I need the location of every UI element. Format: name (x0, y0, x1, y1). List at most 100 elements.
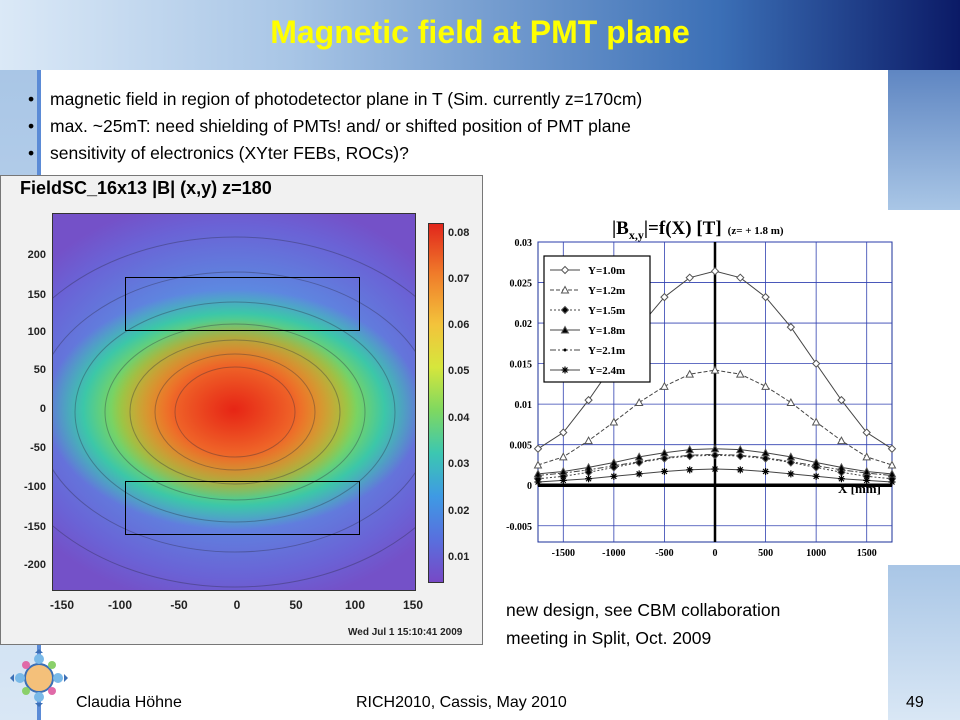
data-point (862, 428, 871, 437)
data-point (888, 478, 896, 486)
data-point (561, 366, 569, 374)
y-tick-label: 0 (527, 481, 532, 492)
data-point (584, 436, 593, 445)
colorbar-tick: 0.05 (448, 365, 470, 377)
data-point (637, 460, 641, 464)
x-tick-label: -500 (655, 548, 673, 559)
data-point (685, 273, 694, 282)
heatmap-y-tick: -200 (23, 559, 46, 571)
x-tick-label: 1500 (857, 548, 877, 559)
data-point (890, 474, 894, 478)
data-point (710, 365, 720, 374)
heatmap-x-tick: -100 (107, 598, 133, 612)
data-point (685, 445, 695, 454)
note-line: meeting in Split, Oct. 2009 (506, 628, 712, 648)
data-point (862, 452, 872, 461)
data-point (660, 448, 669, 457)
data-point (811, 463, 821, 472)
x-tick-label: 1000 (806, 548, 826, 559)
data-point (533, 460, 543, 469)
heatmap-y-tick: 100 (27, 326, 46, 338)
heatmap-y-tick: 200 (27, 249, 46, 261)
data-point (534, 478, 542, 486)
legend-label: Y=1.0m (588, 265, 625, 277)
data-point (786, 452, 796, 461)
data-point (789, 460, 793, 464)
data-point (887, 460, 897, 469)
data-point (736, 273, 745, 282)
line-chart: |Bx,y|=f(X) [T] (z= + 1.8 m) 0.030.0250.0… (506, 218, 897, 559)
data-point (735, 445, 745, 454)
note-line: new design, see CBM collaboration (506, 600, 781, 620)
data-point (686, 466, 694, 474)
line-chart-legend: Y=1.0m Y=1.2m Y=1.5m Y=1.8m Y=2.1m Y=2.4m (543, 255, 651, 383)
colorbar-tick: 0.08 (448, 227, 470, 239)
x-tick-label: 0 (713, 548, 718, 559)
data-point (536, 474, 540, 478)
y-tick-label: 0.005 (510, 441, 533, 452)
data-point (559, 476, 567, 484)
data-point (811, 417, 821, 426)
colorbar-tick: 0.07 (448, 273, 470, 285)
legend-label: Y=1.8m (588, 325, 625, 337)
data-point (761, 292, 770, 302)
colorbar-tick: 0.03 (448, 458, 470, 470)
bullet-list: magnetic field in region of photodetecto… (28, 86, 642, 167)
x-tick-label: -1500 (552, 548, 575, 559)
data-point (660, 292, 669, 302)
heatmap-x-tick: 150 (402, 598, 424, 612)
footer-author: Claudia Höhne (76, 694, 182, 711)
data-point (559, 428, 568, 437)
data-point (762, 467, 770, 475)
y-tick-label: -0.005 (506, 522, 532, 533)
series-line (537, 453, 893, 476)
data-point (560, 305, 570, 315)
heatmap-y-tick: -100 (23, 481, 46, 493)
heatmap-title: FieldSC_16x13 |B| (x,y) z=180 (20, 178, 272, 198)
data-point (839, 468, 843, 472)
cbm-logo-icon (10, 649, 68, 707)
legend-box (543, 255, 651, 383)
data-point (738, 453, 742, 457)
heatmap-date: Wed Jul 1 15:10:41 2009 (348, 627, 463, 638)
legend-label: Y=2.1m (588, 345, 625, 357)
series-Y=2.4m (534, 465, 896, 486)
design-note: new design, see CBM collaboration meetin… (506, 596, 780, 652)
data-point (711, 465, 719, 473)
heatmap-y-tick: -150 (23, 521, 46, 533)
line-chart-title: |Bx,y|=f(X) [T] (z= + 1.8 m) (612, 218, 784, 242)
data-point (713, 452, 717, 456)
bullet-item: max. ~25mT: need shielding of PMTs! and/… (28, 113, 642, 140)
y-tick-label: 0.02 (515, 319, 533, 330)
data-point (786, 322, 796, 332)
data-point (710, 266, 720, 276)
series-Y=2.1m (536, 452, 894, 478)
pmt-plane-box-top (125, 277, 360, 331)
data-point (610, 472, 618, 480)
heatmap-y-tick: 50 (33, 364, 46, 376)
line-chart-series-group (533, 266, 897, 486)
data-point (814, 464, 818, 468)
heatmap-x-tick: 100 (344, 598, 366, 612)
y-tick-label: 0.01 (515, 400, 533, 411)
colorbar-tick: 0.04 (448, 412, 470, 424)
bullet-item: magnetic field in region of photodetecto… (28, 86, 642, 113)
data-point (736, 466, 744, 474)
data-point (764, 456, 768, 460)
data-point (811, 359, 821, 368)
legend-label: Y=1.2m (588, 285, 625, 297)
heatmap-y-tick: 0 (39, 403, 46, 415)
data-point (609, 417, 619, 426)
data-point (585, 475, 593, 483)
bullet-item: sensitivity of electronics (XYter FEBs, … (28, 140, 642, 167)
data-point (560, 325, 570, 334)
data-point (660, 467, 668, 475)
data-point (887, 444, 897, 453)
heatmap-contours (53, 236, 415, 588)
heatmap-y-tick: -50 (30, 442, 46, 454)
data-point (863, 476, 871, 484)
data-point (635, 470, 643, 478)
colorbar-tick: 0.01 (448, 551, 470, 563)
heatmap-x-tick: -150 (49, 598, 75, 612)
y-tick-label: 0.03 (515, 238, 533, 249)
